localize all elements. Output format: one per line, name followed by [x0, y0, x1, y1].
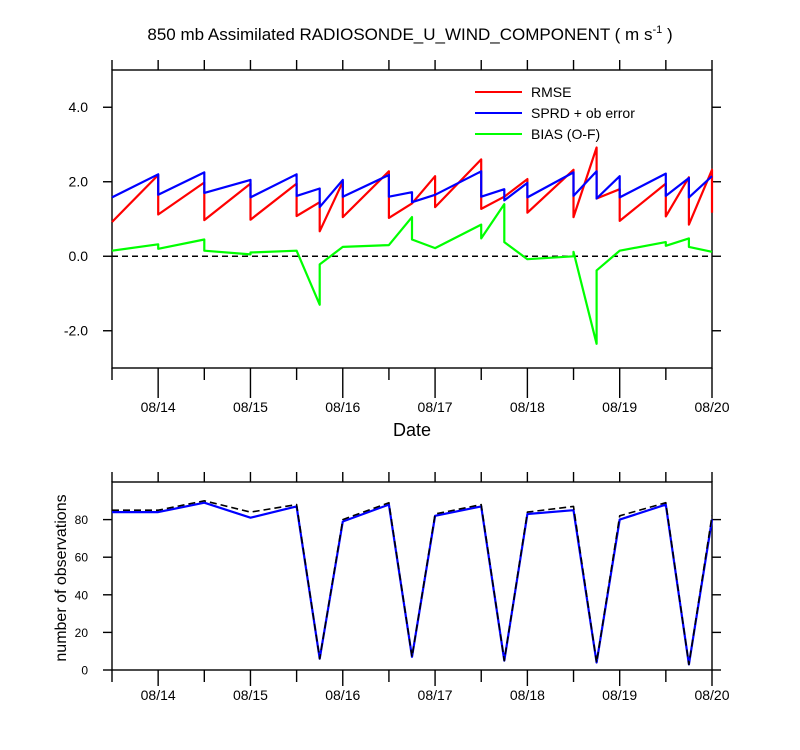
x-tick-label: 08/14	[141, 687, 176, 703]
chart-title-end: )	[662, 25, 672, 44]
panel-1: 08/14 08/15 08/16 08/17 08/18 08/19 08/20 -2.0 0…	[64, 60, 730, 440]
x-tick-label: 08/19	[602, 399, 637, 415]
y-tick-label: 0.0	[69, 248, 89, 264]
plot-frame	[111, 69, 713, 369]
x-tick-label: 08/17	[418, 687, 453, 703]
chart-title: 850 mb Assimilated RADIOSONDE_U_WIND_COM…	[147, 24, 672, 44]
x-tick-label: 08/14	[141, 399, 176, 415]
y-tick-label: 40	[75, 588, 89, 602]
series-line-sprd-ob-error	[111, 170, 713, 209]
legend-label: SPRD + ob error	[531, 105, 635, 121]
x-tick-label: 08/16	[325, 687, 360, 703]
y-tick-label: 2.0	[69, 173, 89, 189]
plot-frame	[111, 481, 713, 671]
series-line-observations-2	[112, 499, 713, 666]
y-tick-label: 0	[81, 664, 88, 678]
legend-label: BIAS (O-F)	[531, 126, 600, 142]
x-tick-label: 08/19	[602, 687, 637, 703]
y-tick-label: 80	[75, 513, 89, 527]
chart-title-text: 850 mb Assimilated RADIOSONDE_U_WIND_COM…	[147, 25, 652, 44]
y-tick-label: 4.0	[69, 99, 89, 115]
x-tick-label: 08/18	[510, 687, 545, 703]
y-tick-label: 20	[75, 626, 89, 640]
series-line-rmse	[111, 146, 714, 233]
panel-2: 08/14 08/15 08/16 08/17 08/18 08/19 08/20 0 20 40…	[53, 472, 730, 703]
legend-label: RMSE	[531, 84, 571, 100]
x-tick-label: 08/15	[233, 399, 268, 415]
x-tick-label: 08/17	[418, 399, 453, 415]
y-tick-label: 60	[75, 551, 89, 565]
chart-title-exponent: -1	[652, 24, 662, 36]
y-tick-label: -2.0	[64, 322, 88, 338]
series-line-observations-1	[112, 501, 714, 666]
x-axis-label: Date	[393, 420, 431, 440]
x-tick-label: 08/20	[694, 687, 729, 703]
x-tick-label: 08/20	[694, 399, 729, 415]
y-axis-label: number of observations	[53, 494, 70, 661]
x-tick-label: 08/15	[233, 687, 268, 703]
x-tick-label: 08/16	[325, 399, 360, 415]
x-tick-label: 08/18	[510, 399, 545, 415]
series-line-bias-o-f-	[111, 203, 713, 345]
